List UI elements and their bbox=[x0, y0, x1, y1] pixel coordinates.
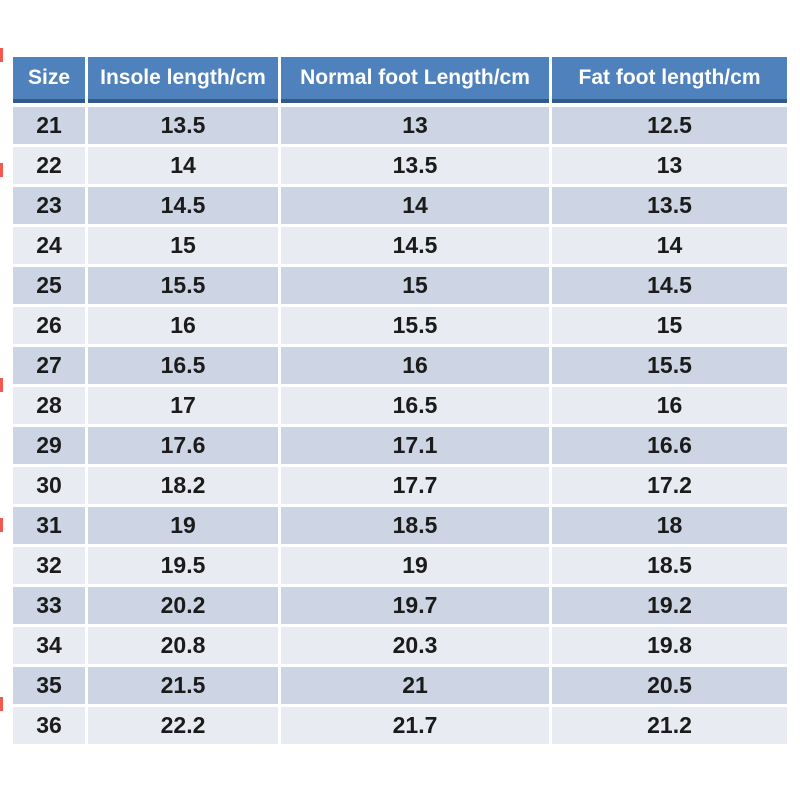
table-row: 34 20.8 20.3 19.8 bbox=[13, 627, 787, 664]
cell-size: 32 bbox=[13, 547, 85, 584]
cell-normal-foot-length-cm: 16 bbox=[281, 347, 549, 384]
table-header-row: Size Insole length/cm Normal foot Length… bbox=[13, 57, 787, 103]
cell-size: 27 bbox=[13, 347, 85, 384]
cell-insole-length-cm: 21.5 bbox=[88, 667, 278, 704]
cell-size: 28 bbox=[13, 387, 85, 424]
table-row: 22 14 13.5 13 bbox=[13, 147, 787, 184]
red-edge-artifact bbox=[0, 163, 3, 177]
table-row: 36 22.2 21.7 21.2 bbox=[13, 707, 787, 744]
cell-size: 31 bbox=[13, 507, 85, 544]
cell-normal-foot-length-cm: 13 bbox=[281, 107, 549, 144]
cell-size: 26 bbox=[13, 307, 85, 344]
cell-fat-foot-length-cm: 20.5 bbox=[552, 667, 787, 704]
column-header-insole-length: Insole length/cm bbox=[88, 57, 278, 103]
cell-normal-foot-length-cm: 17.1 bbox=[281, 427, 549, 464]
red-edge-artifact bbox=[0, 48, 3, 62]
cell-insole-length-cm: 17 bbox=[88, 387, 278, 424]
cell-fat-foot-length-cm: 18.5 bbox=[552, 547, 787, 584]
table-row: 35 21.5 21 20.5 bbox=[13, 667, 787, 704]
cell-insole-length-cm: 19 bbox=[88, 507, 278, 544]
cell-size: 35 bbox=[13, 667, 85, 704]
table-row: 32 19.5 19 18.5 bbox=[13, 547, 787, 584]
table-row: 26 16 15.5 15 bbox=[13, 307, 787, 344]
table-row: 28 17 16.5 16 bbox=[13, 387, 787, 424]
cell-normal-foot-length-cm: 21 bbox=[281, 667, 549, 704]
cell-fat-foot-length-cm: 13.5 bbox=[552, 187, 787, 224]
shoe-size-table: Size Insole length/cm Normal foot Length… bbox=[13, 57, 787, 744]
cell-size: 24 bbox=[13, 227, 85, 264]
cell-insole-length-cm: 16.5 bbox=[88, 347, 278, 384]
red-edge-artifact bbox=[0, 697, 3, 711]
cell-insole-length-cm: 19.5 bbox=[88, 547, 278, 584]
cell-fat-foot-length-cm: 14 bbox=[552, 227, 787, 264]
cell-normal-foot-length-cm: 16.5 bbox=[281, 387, 549, 424]
cell-size: 22 bbox=[13, 147, 85, 184]
cell-insole-length-cm: 17.6 bbox=[88, 427, 278, 464]
table-row: 29 17.6 17.1 16.6 bbox=[13, 427, 787, 464]
cell-fat-foot-length-cm: 15.5 bbox=[552, 347, 787, 384]
cell-insole-length-cm: 20.8 bbox=[88, 627, 278, 664]
cell-size: 30 bbox=[13, 467, 85, 504]
table-row: 27 16.5 16 15.5 bbox=[13, 347, 787, 384]
cell-normal-foot-length-cm: 17.7 bbox=[281, 467, 549, 504]
cell-insole-length-cm: 22.2 bbox=[88, 707, 278, 744]
cell-insole-length-cm: 16 bbox=[88, 307, 278, 344]
cell-normal-foot-length-cm: 20.3 bbox=[281, 627, 549, 664]
cell-size: 21 bbox=[13, 107, 85, 144]
cell-normal-foot-length-cm: 18.5 bbox=[281, 507, 549, 544]
cell-fat-foot-length-cm: 19.2 bbox=[552, 587, 787, 624]
column-header-normal-foot-length: Normal foot Length/cm bbox=[281, 57, 549, 103]
table-row: 25 15.5 15 14.5 bbox=[13, 267, 787, 304]
cell-insole-length-cm: 15.5 bbox=[88, 267, 278, 304]
cell-normal-foot-length-cm: 15.5 bbox=[281, 307, 549, 344]
cell-fat-foot-length-cm: 19.8 bbox=[552, 627, 787, 664]
cell-fat-foot-length-cm: 14.5 bbox=[552, 267, 787, 304]
cell-normal-foot-length-cm: 19.7 bbox=[281, 587, 549, 624]
red-edge-artifact bbox=[0, 378, 3, 392]
cell-fat-foot-length-cm: 15 bbox=[552, 307, 787, 344]
cell-insole-length-cm: 13.5 bbox=[88, 107, 278, 144]
column-header-size: Size bbox=[13, 57, 85, 103]
cell-size: 23 bbox=[13, 187, 85, 224]
table-row: 21 13.5 13 12.5 bbox=[13, 107, 787, 144]
cell-insole-length-cm: 18.2 bbox=[88, 467, 278, 504]
cell-size: 33 bbox=[13, 587, 85, 624]
red-edge-artifact bbox=[0, 518, 3, 532]
cell-fat-foot-length-cm: 21.2 bbox=[552, 707, 787, 744]
cell-fat-foot-length-cm: 13 bbox=[552, 147, 787, 184]
table-row: 24 15 14.5 14 bbox=[13, 227, 787, 264]
cell-size: 29 bbox=[13, 427, 85, 464]
cell-normal-foot-length-cm: 14.5 bbox=[281, 227, 549, 264]
cell-size: 25 bbox=[13, 267, 85, 304]
table-body: 21 13.5 13 12.5 22 14 13.5 13 23 14.5 14 13.5 24 15 14… bbox=[13, 107, 787, 744]
table-row: 31 19 18.5 18 bbox=[13, 507, 787, 544]
cell-size: 34 bbox=[13, 627, 85, 664]
cell-normal-foot-length-cm: 21.7 bbox=[281, 707, 549, 744]
cell-insole-length-cm: 14 bbox=[88, 147, 278, 184]
cell-normal-foot-length-cm: 13.5 bbox=[281, 147, 549, 184]
cell-fat-foot-length-cm: 16 bbox=[552, 387, 787, 424]
cell-normal-foot-length-cm: 14 bbox=[281, 187, 549, 224]
cell-normal-foot-length-cm: 15 bbox=[281, 267, 549, 304]
cell-fat-foot-length-cm: 18 bbox=[552, 507, 787, 544]
cell-fat-foot-length-cm: 16.6 bbox=[552, 427, 787, 464]
cell-fat-foot-length-cm: 17.2 bbox=[552, 467, 787, 504]
table-row: 33 20.2 19.7 19.2 bbox=[13, 587, 787, 624]
cell-normal-foot-length-cm: 19 bbox=[281, 547, 549, 584]
column-header-fat-foot-length: Fat foot length/cm bbox=[552, 57, 787, 103]
cell-insole-length-cm: 15 bbox=[88, 227, 278, 264]
cell-size: 36 bbox=[13, 707, 85, 744]
table-row: 30 18.2 17.7 17.2 bbox=[13, 467, 787, 504]
cell-insole-length-cm: 14.5 bbox=[88, 187, 278, 224]
cell-fat-foot-length-cm: 12.5 bbox=[552, 107, 787, 144]
cell-insole-length-cm: 20.2 bbox=[88, 587, 278, 624]
table-row: 23 14.5 14 13.5 bbox=[13, 187, 787, 224]
